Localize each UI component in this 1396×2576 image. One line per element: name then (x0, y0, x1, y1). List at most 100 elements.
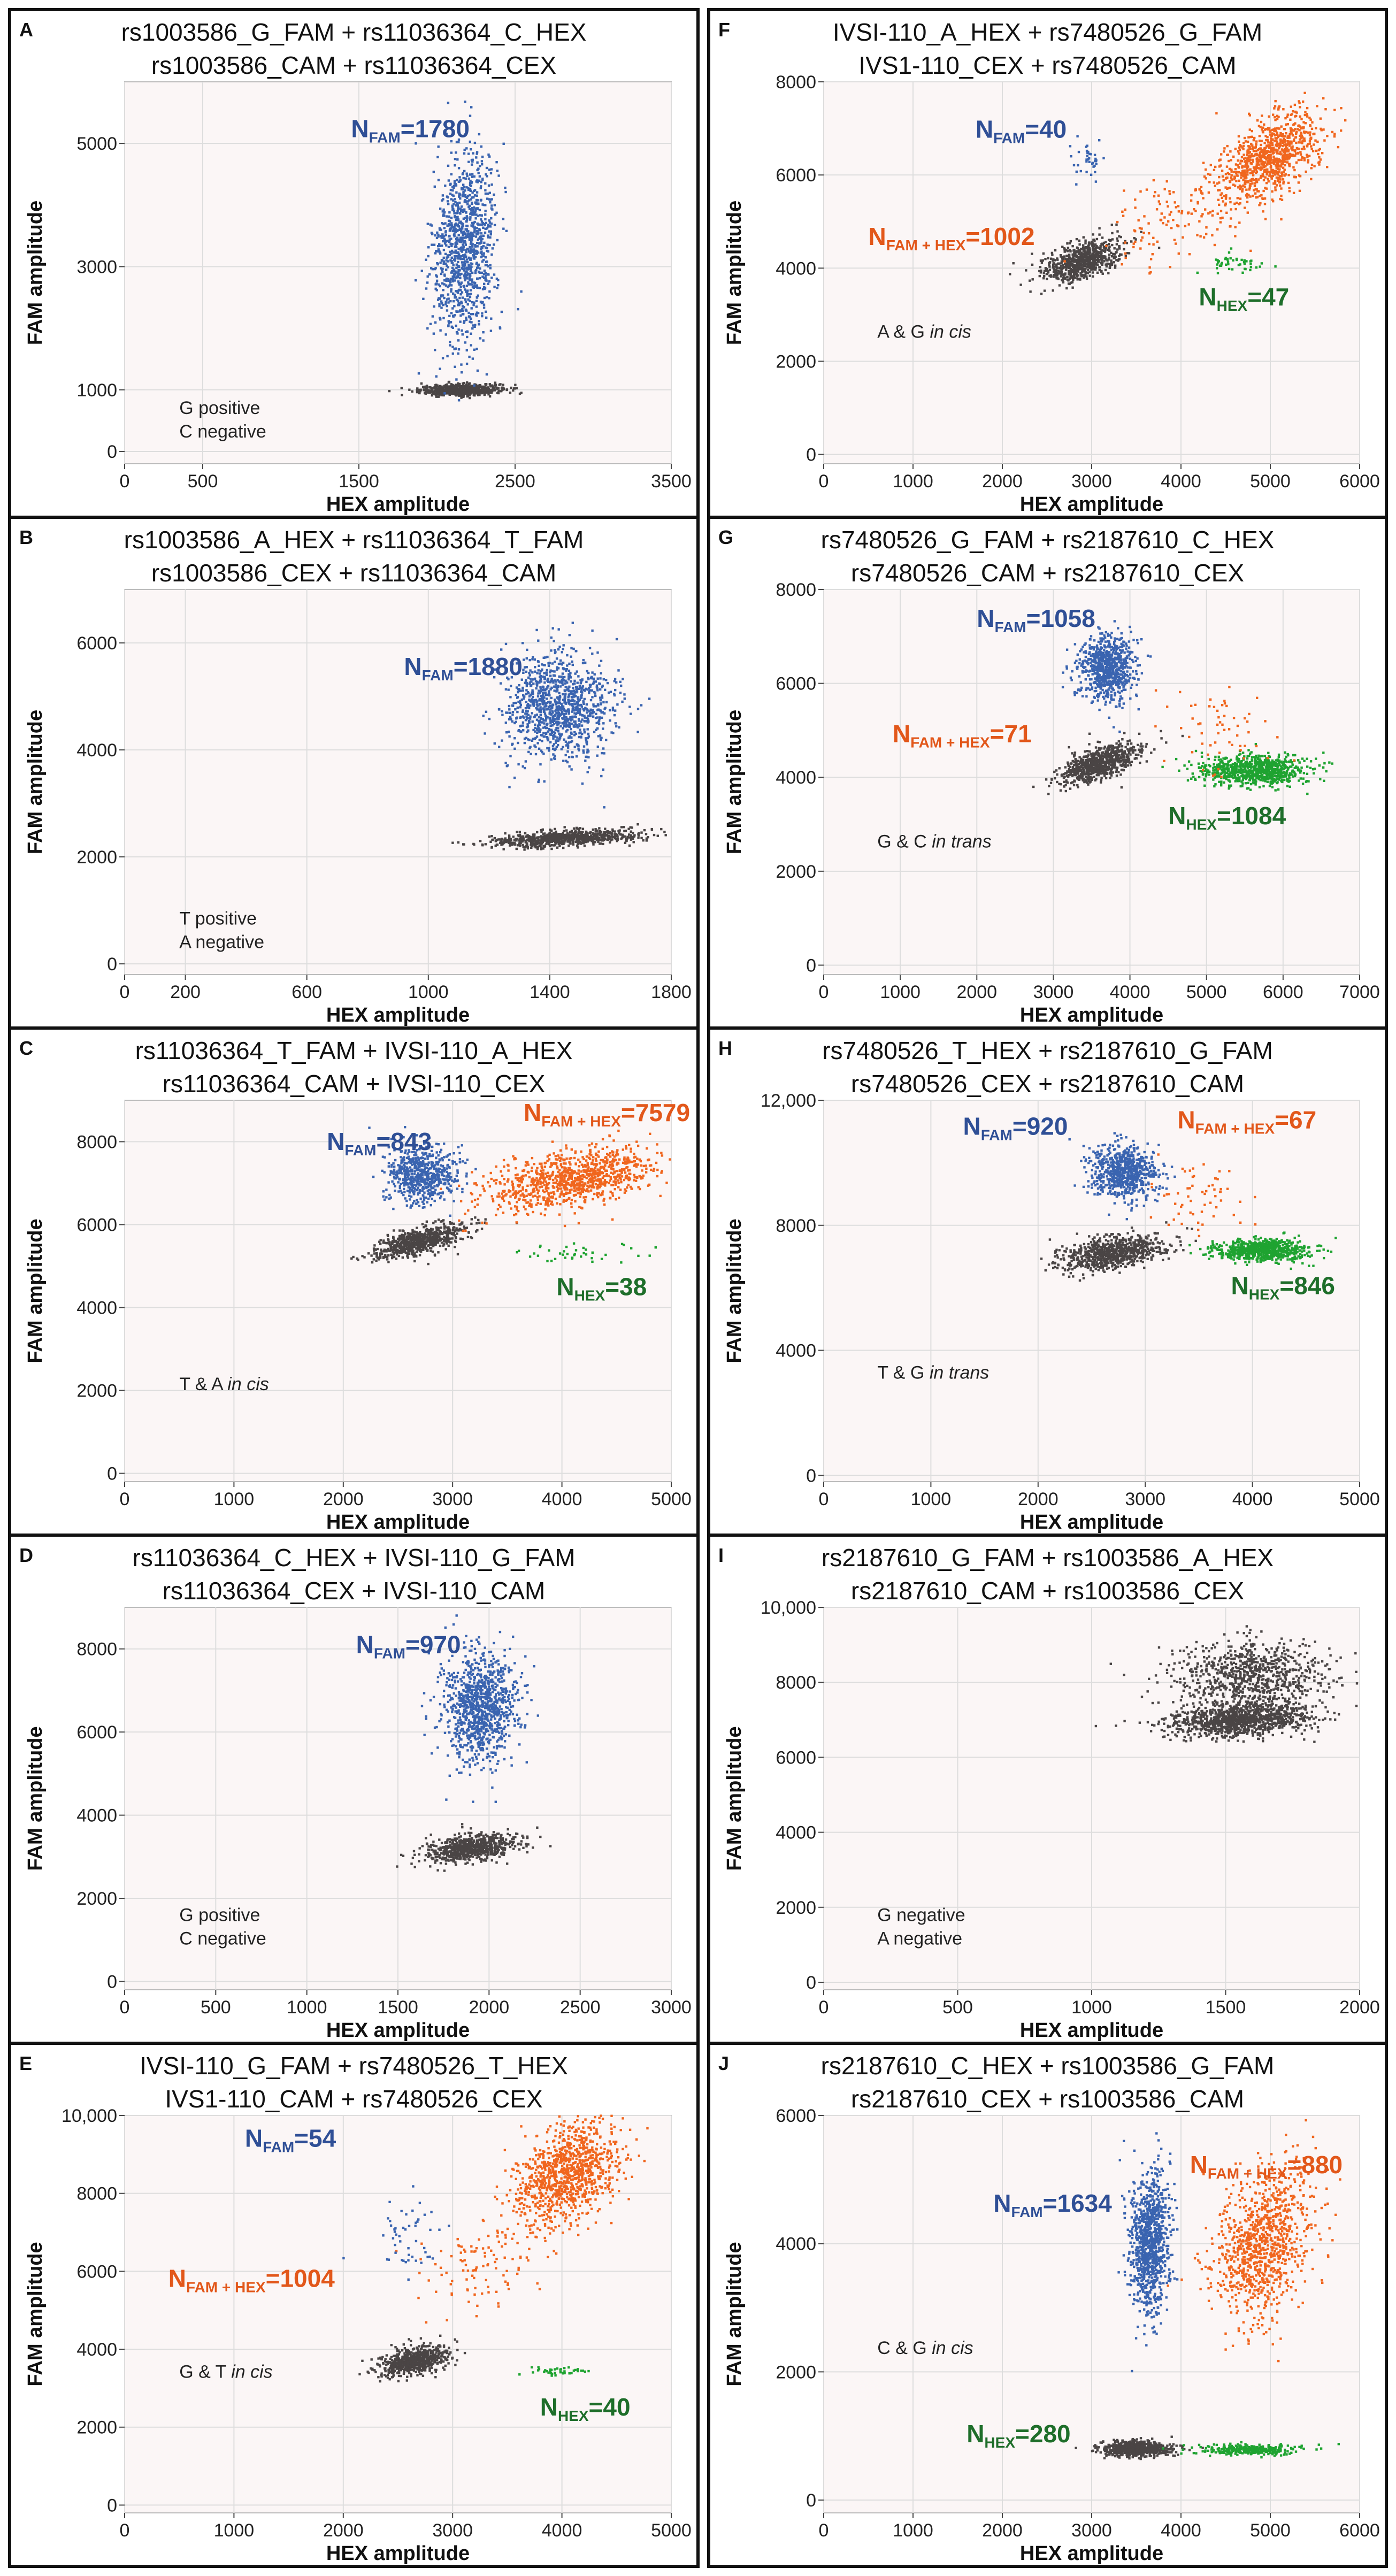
droplet-point (566, 664, 569, 667)
droplet-point (569, 674, 572, 677)
droplet-point (443, 242, 447, 245)
droplet-point (442, 236, 444, 239)
droplet-point (431, 387, 434, 389)
droplet-point (510, 386, 512, 389)
droplet-point (575, 755, 578, 758)
droplet-point (552, 737, 555, 740)
droplet-point (396, 1241, 398, 1244)
droplet-point (547, 842, 550, 845)
droplet-point (461, 333, 464, 336)
droplet-point (645, 833, 648, 835)
droplet-point (510, 676, 513, 679)
droplet-point (559, 734, 562, 737)
droplet-point (550, 719, 553, 722)
droplet-point (412, 1237, 415, 1239)
droplet-point (462, 248, 465, 251)
droplet-point (452, 1233, 455, 1236)
droplet-point (459, 255, 462, 258)
droplet-point (588, 710, 590, 713)
droplet-point (601, 686, 603, 688)
droplet-point (482, 331, 485, 334)
droplet-point (566, 654, 569, 657)
droplet-point (383, 1156, 386, 1159)
droplet-point (599, 696, 602, 699)
droplet-point (462, 246, 465, 248)
droplet-point (456, 223, 459, 226)
droplet-point (447, 1182, 450, 1185)
droplet-point (550, 840, 553, 842)
droplet-point (620, 826, 623, 829)
droplet-point (604, 838, 607, 841)
droplet-point (470, 387, 473, 389)
droplet-point (436, 263, 439, 266)
droplet-point (660, 827, 663, 831)
droplet-point (582, 658, 585, 662)
droplet-point (552, 731, 555, 733)
droplet-point (509, 844, 511, 847)
droplet-point (541, 718, 544, 720)
droplet-point (423, 1165, 426, 1168)
droplet-point (471, 250, 474, 253)
droplet-point (559, 725, 562, 727)
y-tick-label: 6000 (76, 633, 117, 654)
droplet-point (596, 689, 599, 692)
droplet-point (408, 1149, 410, 1152)
droplet-point (441, 210, 444, 213)
droplet-point (463, 148, 466, 151)
droplet-point (378, 1258, 380, 1261)
droplet-point (643, 829, 646, 832)
droplet-point (452, 315, 455, 318)
droplet-point (424, 1242, 427, 1245)
droplet-point (425, 1220, 428, 1223)
droplet-point (615, 834, 618, 837)
droplet-point (447, 102, 450, 104)
droplet-point (604, 827, 607, 830)
droplet-point (471, 232, 473, 235)
droplet-point (472, 196, 475, 199)
droplet-point (593, 834, 596, 837)
droplet-point (500, 682, 502, 685)
droplet-point (582, 709, 586, 712)
droplet-point (508, 735, 511, 738)
droplet-point (494, 840, 497, 842)
droplet-point (604, 688, 607, 691)
droplet-point (447, 256, 450, 258)
droplet-point (387, 1239, 390, 1241)
droplet-point (437, 1251, 440, 1254)
droplet-point (408, 1194, 411, 1197)
droplet-point (462, 843, 465, 846)
droplet-point (381, 1253, 383, 1255)
droplet-point (415, 1157, 418, 1160)
droplet-point (487, 184, 490, 187)
droplet-point (581, 714, 584, 717)
droplet-point (453, 276, 456, 279)
droplet-point (469, 182, 472, 185)
droplet-point (510, 718, 512, 720)
droplet-point (580, 689, 583, 692)
droplet-point (518, 688, 520, 691)
droplet-point (567, 839, 570, 842)
droplet-point (451, 841, 454, 844)
droplet-point (554, 735, 557, 738)
droplet-point (542, 656, 545, 659)
droplet-point (570, 655, 572, 658)
droplet-point (532, 838, 535, 841)
droplet-point (500, 648, 503, 651)
droplet-point (485, 383, 488, 386)
droplet-point (436, 231, 439, 234)
droplet-point (536, 840, 539, 842)
droplet-point (519, 844, 521, 847)
droplet-point (462, 234, 464, 236)
droplet-point (452, 393, 455, 395)
droplet-point (602, 837, 605, 840)
droplet-point (650, 827, 653, 831)
droplet-point (446, 1186, 449, 1189)
droplet-point (554, 827, 556, 831)
droplet-point (588, 692, 590, 694)
droplet-point (395, 1258, 398, 1260)
droplet-point (517, 700, 520, 703)
droplet-point (454, 164, 456, 167)
droplet-point (464, 189, 466, 192)
y-tick-label: 4000 (76, 740, 117, 761)
annotation-note: C negative (179, 421, 266, 442)
